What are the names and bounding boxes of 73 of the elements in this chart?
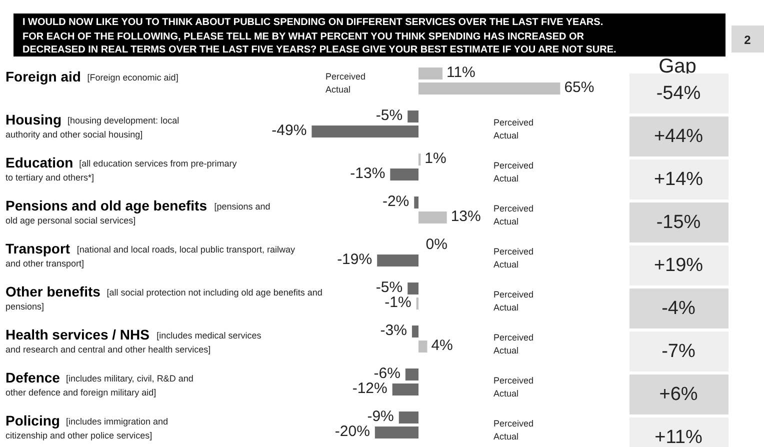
data-label: -12%: [352, 380, 388, 397]
bar: [390, 168, 418, 180]
text: +14%: [654, 169, 704, 190]
text: -7%: [662, 341, 696, 362]
y-tick-label: Transport [national and local roads, local public transport, railway and other transport]: [6, 240, 296, 268]
text: Actual: [494, 130, 519, 140]
data-label: -20%: [334, 423, 370, 440]
text: 2: [744, 33, 752, 47]
text: Perceived: [494, 290, 534, 300]
data-label: 0%: [426, 236, 448, 253]
chart-subtitle: FOR EACH OF THE FOLLOWING, PLEASE TELL ME BY WHAT PERCENT YOU THINK SPENDING HAS INCREASED OR DECREASED IN REAL TERMS OVER THE LAST FIVE YEARS? PLEASE GIVE YOUR BEST ESTIMATE IF YOU ARE NOT SURE.: [22, 32, 617, 56]
data-label: -5%: [376, 279, 403, 296]
data-label: 65%: [564, 79, 594, 96]
text: Actual: [494, 216, 519, 226]
text: -15%: [656, 212, 701, 233]
text: Actual: [494, 388, 519, 398]
text: Perceived: [326, 72, 366, 82]
text: Perceived: [494, 332, 534, 342]
text: Perceived: [494, 376, 534, 386]
y-tick-label: Defence [includes military, civil, R&D and other defence and foreign military aid]: [6, 370, 194, 398]
bar: [414, 196, 418, 208]
text: Perceived: [494, 246, 534, 256]
bar: [418, 340, 428, 352]
y-tick-label: Foreign aid [Foreign economic aid]: [6, 68, 178, 84]
y-tick-label: Health services / NHS [includes medical services and research and central and other health services]: [6, 326, 262, 354]
data-label: -13%: [350, 165, 386, 182]
category-label: Pensions and old age benefits [pensions and old age personal social services]: [6, 198, 270, 226]
data-label: -19%: [337, 251, 372, 268]
text: Actual: [494, 260, 519, 270]
text: Perceived: [494, 204, 534, 214]
text: Perceived: [494, 160, 534, 170]
chart-title: I WOULD NOW LIKE YOU TO THINK ABOUT PUBLIC SPENDING ON DIFFERENT SERVICES OVER THE LAST FIVE YEARS.: [22, 17, 604, 28]
data-label: -2%: [382, 193, 410, 210]
bar: [392, 384, 418, 396]
text: +19%: [654, 255, 704, 276]
text: Perceived: [494, 418, 534, 428]
text: Perceived: [494, 118, 534, 128]
bar: [418, 82, 560, 94]
text: Actual: [326, 84, 351, 94]
data-label: 4%: [431, 337, 453, 354]
bar: [408, 282, 418, 294]
data-label: -49%: [272, 122, 307, 139]
bar: [412, 326, 418, 338]
y-tick-label: Housing [housing development: local authority and other social housing]: [6, 112, 180, 140]
bar: [418, 68, 442, 80]
text: Actual: [494, 432, 519, 442]
bar: [408, 110, 418, 122]
text: +11%: [654, 427, 702, 447]
text: Actual: [494, 174, 519, 184]
bar: [377, 254, 418, 266]
data-label: -3%: [380, 322, 407, 339]
bar: [374, 426, 418, 438]
data-label: 13%: [450, 208, 481, 225]
bar: [418, 212, 447, 224]
data-label: 11%: [446, 64, 476, 81]
category-label: Other benefits [all social protection not including old age benefits and pensions]: [6, 284, 322, 312]
data-label: -6%: [374, 365, 400, 382]
data-label: -9%: [367, 408, 394, 425]
bar: [405, 368, 418, 380]
y-tick-label: Education [all education services from pre-primary to tertiary and others*]: [6, 154, 238, 182]
text: -4%: [662, 298, 696, 319]
bar: [398, 412, 418, 424]
data-label: 1%: [424, 150, 446, 167]
bar: [312, 126, 418, 138]
text: +44%: [654, 126, 704, 147]
y-tick-label: Policing [includes immigration and citizenship and other police services]: [6, 412, 168, 440]
text: -54%: [656, 83, 701, 104]
text: Gap: [658, 56, 696, 78]
text: +6%: [659, 384, 698, 405]
text: Actual: [494, 302, 519, 312]
data-label: -1%: [384, 294, 412, 311]
data-label: -5%: [376, 107, 403, 124]
text: Actual: [494, 346, 519, 356]
